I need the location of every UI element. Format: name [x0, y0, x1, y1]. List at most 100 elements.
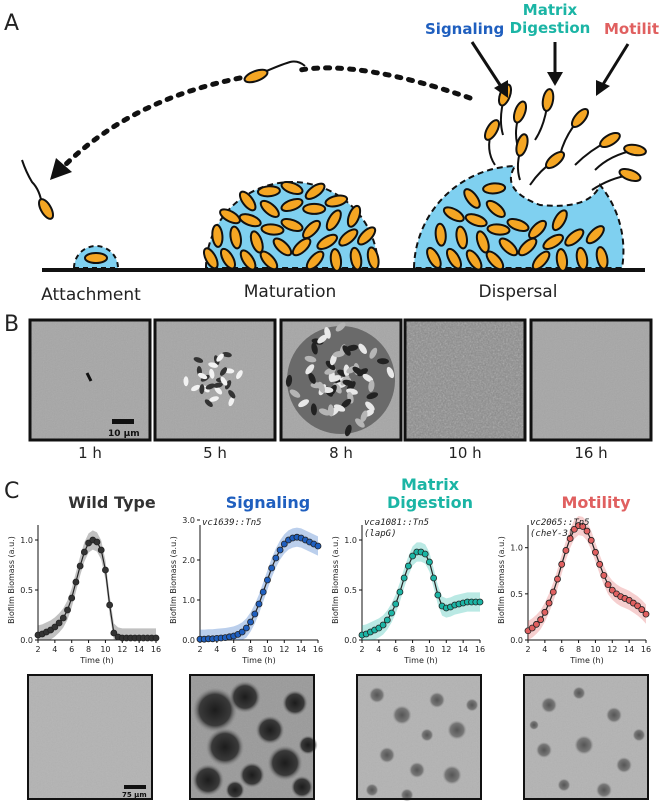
data-point	[102, 566, 109, 574]
y-tick-label: 0.0	[20, 636, 33, 645]
data-point	[106, 601, 114, 609]
data-point	[247, 618, 254, 626]
timepoint-label: 8 h	[329, 444, 353, 462]
dispersing-cells	[484, 83, 647, 191]
data-point	[476, 598, 484, 606]
bacterium-cell	[564, 228, 585, 247]
x-tick-label: 10	[262, 645, 272, 654]
dispersal-path-arrow-segment	[297, 65, 473, 101]
x-tick-label: 8	[576, 645, 581, 654]
x-tick-label: 4	[52, 645, 57, 654]
x-tick-label: 4	[214, 645, 219, 654]
bacterium-cell	[486, 223, 511, 236]
dispersing-cell	[623, 143, 647, 157]
arrow-head	[50, 158, 72, 180]
scale-bar-label: 10 µm	[108, 429, 140, 439]
data-point	[238, 628, 246, 636]
bacterium-cell	[256, 185, 281, 198]
y-tick-label: 2.0	[182, 556, 195, 565]
factor-signaling: Signaling	[425, 20, 504, 38]
data-point	[276, 546, 284, 554]
bacterium-cell	[280, 197, 304, 213]
y-tick-label: 0.0	[344, 636, 357, 645]
x-tick-label: 16	[313, 645, 323, 654]
error-band	[200, 527, 318, 640]
x-tick-label: 14	[458, 645, 468, 654]
dispersing-cell	[570, 107, 590, 129]
data-point	[64, 606, 71, 614]
x-axis-label: Time (h)	[241, 656, 275, 665]
data-point	[55, 619, 63, 627]
x-tick-label: 16	[641, 645, 651, 654]
bacterium-cell	[280, 217, 304, 233]
bacterium-cell	[211, 223, 224, 248]
data-point	[537, 616, 545, 624]
data-point	[251, 610, 259, 618]
x-tick-label: 14	[296, 645, 306, 654]
x-tick-label: 6	[231, 645, 236, 654]
bacterium-cell	[329, 248, 343, 272]
attaching-cell	[21, 159, 54, 220]
x-tick-label: 2	[525, 645, 530, 654]
dispersing-cell	[515, 133, 529, 157]
x-tick-label: 10	[100, 645, 110, 654]
bacterium-cell	[302, 202, 327, 215]
data-point	[409, 552, 416, 560]
mutant-comparison: C Wild Type 0.0 0.5 1.0 2 4 6 8 10 12 14 16 Time (h)…	[4, 475, 651, 802]
bacterium-cell	[455, 225, 468, 250]
bacterium-cell	[203, 247, 219, 270]
timelapse-strip: B 10 µm 1 h 5 h 8 h 10 h 16 h	[4, 312, 653, 462]
bacterium-cell	[304, 182, 326, 200]
bacterium-cell	[324, 194, 349, 208]
x-tick-label: 16	[475, 645, 485, 654]
chart-title: Motility	[561, 493, 631, 512]
y-axis-label: Biofilm Biomass (a.u.)	[331, 536, 340, 624]
data-point	[80, 548, 88, 556]
data-point	[93, 538, 101, 546]
factor-matrix-digestion: Matrix Digestion	[510, 1, 591, 37]
bacterium-cell	[442, 206, 465, 223]
chart-title: Matrix Digestion	[387, 475, 473, 512]
data-point	[268, 564, 276, 572]
x-tick-label: 2	[359, 645, 364, 654]
mutant-label: vca1081::Tn5 (lapG)	[364, 518, 429, 539]
data-point	[430, 574, 438, 582]
bacterium-cell	[542, 233, 564, 251]
x-tick-label: 4	[542, 645, 547, 654]
bacterium-cell	[260, 223, 285, 236]
x-tick-label: 14	[134, 645, 144, 654]
biomass-chart: Wild Type 0.0 0.5 1.0 2 4 6 8 10 12 14 16 Time (h) Bi…	[7, 493, 161, 665]
biomass-chart: Motility 0.0 0.5 1.0 2 4 6 8 10 12 14 16 Time (h) Bio…	[497, 493, 651, 665]
data-point	[434, 591, 442, 599]
data-point	[259, 588, 267, 596]
data-point	[392, 600, 400, 608]
data-point	[533, 620, 540, 628]
data-point	[68, 594, 76, 602]
bacterium-cell	[446, 247, 462, 270]
bacterium-cell	[280, 180, 304, 196]
data-point	[528, 624, 536, 632]
bacterium-cell	[249, 230, 264, 254]
data-point	[59, 614, 67, 622]
stage-dispersal: Dispersal	[479, 282, 558, 302]
data-point	[404, 562, 412, 570]
y-tick-label: 1.0	[182, 596, 195, 605]
series-line	[200, 536, 319, 640]
error-band	[528, 515, 646, 640]
data-point	[562, 547, 570, 554]
y-axis-label: Biofilm Biomass (a.u.)	[169, 536, 178, 624]
panel-label-b: B	[4, 312, 19, 337]
bacterium-cell	[325, 209, 342, 232]
x-tick-label: 2	[35, 645, 40, 654]
timelapse-frame: 10 h	[403, 318, 527, 462]
bacterium-cell	[482, 182, 507, 195]
x-tick-label: 10	[590, 645, 600, 654]
bacterium-cell	[272, 237, 293, 257]
bacterium-cell	[485, 199, 506, 218]
motility-arrow	[600, 43, 630, 87]
micrograph	[356, 674, 482, 802]
dispersing-cell	[618, 167, 642, 183]
bacterium-cell	[219, 208, 241, 225]
stage-maturation: Maturation	[244, 282, 337, 302]
data-point	[51, 623, 59, 631]
